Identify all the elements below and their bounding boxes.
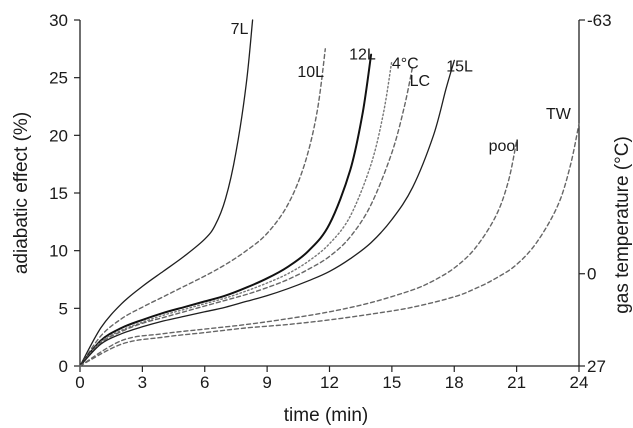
axes: [79, 20, 580, 367]
x-tick-label: 3: [138, 373, 147, 392]
series-line-2: [79, 48, 326, 367]
x-tick-label: 9: [262, 373, 271, 392]
series-line-3: [79, 53, 373, 367]
x-tick-label: 21: [507, 373, 526, 392]
y2-axis-title: gas temperature (°C): [612, 136, 633, 314]
y-tick-label: 0: [59, 357, 68, 376]
y2-tick-label: 0: [587, 265, 596, 284]
series-label-6: 15L: [446, 58, 473, 75]
y-axis-title: adiabatic effect (%): [11, 112, 32, 274]
series-label-1: 7L: [231, 21, 249, 38]
y2-tick-label: -63: [587, 11, 612, 30]
y-tick-label: 25: [49, 69, 68, 88]
y2-tick-label: 27: [587, 357, 606, 376]
series-label-2: 10L: [297, 64, 324, 81]
series-label-3: 12L: [349, 47, 376, 64]
series-line-7: [79, 140, 518, 367]
series-label-7: pool: [489, 138, 519, 155]
y-tick-label: 10: [49, 242, 68, 261]
x-tick-label: 24: [570, 373, 589, 392]
y-tick-label: 15: [49, 184, 68, 203]
series-line-8: [79, 123, 580, 367]
x-tick-label: 0: [75, 373, 84, 392]
series-label-5: LC: [410, 73, 430, 90]
series-lines: [79, 19, 580, 367]
series-label-4: 4°C: [392, 55, 419, 72]
y-tick-label: 30: [49, 11, 68, 30]
ticks: 0 3 6 9 12 15 18 21 24 0 5 10 15 20 25 30 -63 0 27: [49, 11, 612, 392]
series-line-4: [79, 59, 393, 367]
y-tick-label: 20: [49, 126, 68, 145]
series-line-6: [79, 59, 455, 367]
y-tick-label: 5: [59, 299, 68, 318]
series-line-1: [79, 19, 254, 367]
series-labels: 7L 10L 12L 4°CLC 15L pool TW: [231, 21, 572, 155]
x-tick-label: 15: [382, 373, 401, 392]
x-tick-label: 6: [200, 373, 209, 392]
x-axis-title: time (min): [284, 405, 368, 426]
series-line-5: [79, 65, 414, 367]
series-label-8: TW: [546, 106, 572, 123]
x-tick-label: 12: [320, 373, 339, 392]
x-tick-label: 18: [445, 373, 464, 392]
